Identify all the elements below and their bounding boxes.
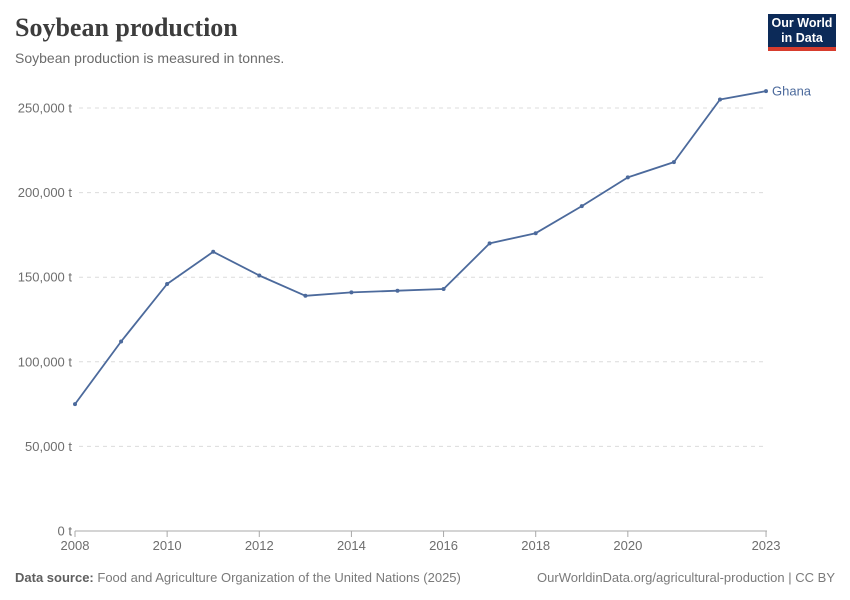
data-source-text: Food and Agriculture Organization of the… bbox=[97, 570, 461, 585]
data-point-marker bbox=[349, 290, 354, 295]
data-point-marker bbox=[487, 241, 492, 246]
x-axis-label: 2020 bbox=[613, 538, 642, 553]
y-axis-label: 100,000 t bbox=[18, 354, 73, 369]
data-point-marker bbox=[764, 89, 768, 94]
x-axis-label: 2023 bbox=[752, 538, 781, 553]
x-axis-label: 2016 bbox=[429, 538, 458, 553]
x-axis-label: 2014 bbox=[337, 538, 366, 553]
footer-separator: | bbox=[784, 570, 796, 585]
series-end-label[interactable]: Ghana bbox=[772, 84, 812, 99]
chart-footer: Data source: Food and Agriculture Organi… bbox=[15, 570, 835, 585]
y-axis-label: 0 t bbox=[58, 524, 73, 539]
footer-url[interactable]: OurWorldinData.org/agricultural-producti… bbox=[537, 570, 785, 585]
data-point-marker bbox=[441, 287, 446, 291]
y-axis-label: 250,000 t bbox=[18, 101, 73, 116]
x-axis-label: 2018 bbox=[521, 538, 550, 553]
page-title: Soybean production bbox=[15, 13, 238, 42]
y-axis-label: 150,000 t bbox=[18, 270, 73, 285]
data-point-marker bbox=[625, 175, 630, 180]
data-source: Data source: Food and Agriculture Organi… bbox=[15, 570, 461, 585]
footer-credit: OurWorldinData.org/agricultural-producti… bbox=[537, 570, 835, 585]
chart-subtitle: Soybean production is measured in tonnes… bbox=[15, 50, 285, 66]
y-axis-label: 200,000 t bbox=[18, 185, 73, 200]
license-label[interactable]: CC BY bbox=[795, 570, 835, 585]
data-point-marker bbox=[257, 273, 262, 278]
y-axis-label: 50,000 t bbox=[25, 439, 72, 454]
x-axis-label: 2012 bbox=[245, 538, 274, 553]
x-axis-label: 2010 bbox=[153, 538, 182, 553]
chart-header: Soybean production Soybean production is… bbox=[15, 14, 284, 66]
data-point-marker bbox=[303, 293, 308, 298]
logo-line2: in Data bbox=[781, 30, 823, 45]
data-point-marker bbox=[73, 402, 77, 407]
data-point-marker bbox=[211, 249, 216, 254]
data-point-marker bbox=[165, 282, 170, 286]
data-point-marker bbox=[533, 231, 538, 236]
data-point-marker bbox=[395, 288, 400, 293]
data-point-marker bbox=[718, 97, 722, 102]
data-point-marker bbox=[671, 160, 676, 165]
x-axis-label: 2008 bbox=[61, 538, 90, 553]
logo-line1: Our World bbox=[771, 15, 833, 30]
data-point-marker bbox=[579, 204, 584, 209]
owid-logo[interactable]: Our World in Data bbox=[768, 14, 836, 51]
data-source-label: Data source: bbox=[15, 570, 94, 585]
series-line bbox=[74, 90, 767, 406]
data-point-marker bbox=[119, 339, 124, 344]
